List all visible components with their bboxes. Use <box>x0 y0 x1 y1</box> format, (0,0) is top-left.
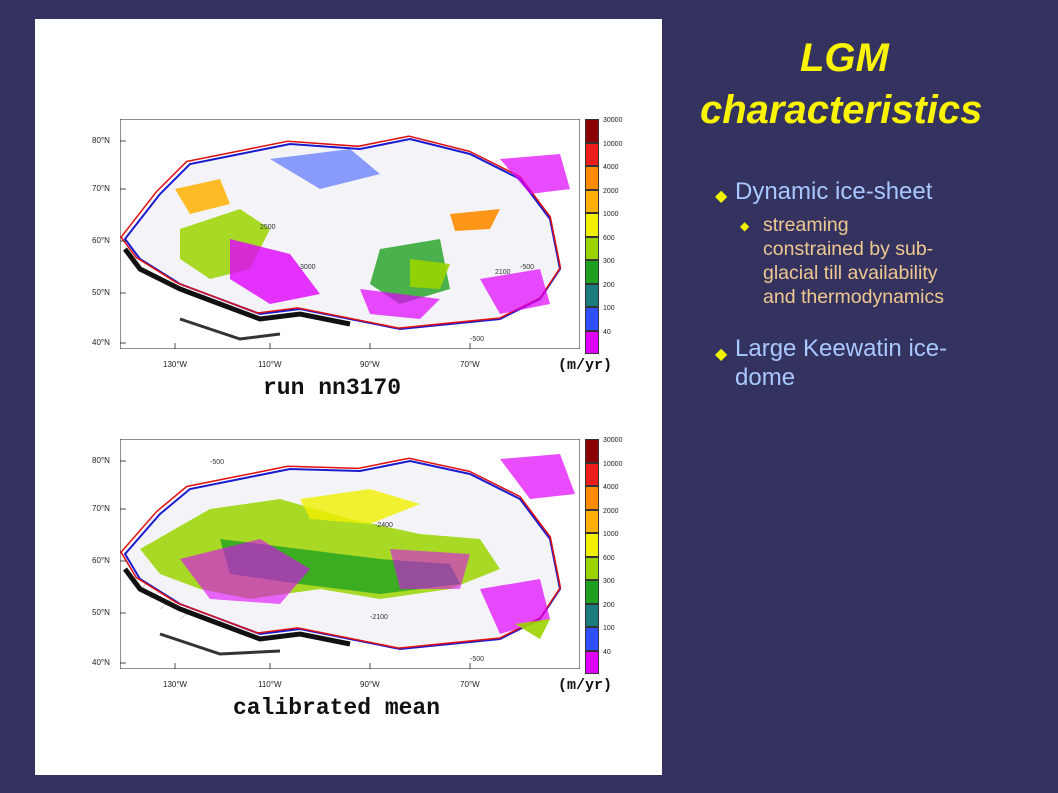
colorbar-swatch <box>585 509 599 533</box>
svg-text:2500: 2500 <box>260 224 276 231</box>
colorbar-label: 40 <box>603 649 611 656</box>
colorbar-label: 200 <box>603 282 615 289</box>
colorbar-label: 2000 <box>603 508 619 515</box>
diamond-bullet-icon: ◆ <box>740 219 750 233</box>
map-caption: calibrated mean <box>233 695 441 721</box>
colorbar-label: 2000 <box>603 188 619 195</box>
sub-bullet-line3: glacial till availability <box>763 262 938 284</box>
lon-label: 130°W <box>163 680 188 689</box>
colorbar-swatch <box>585 236 599 260</box>
colorbar-label: 600 <box>603 555 615 562</box>
sub-bullet-line2: constrained by sub- <box>763 238 934 260</box>
colorbar-swatch <box>585 260 599 284</box>
map-run-nn3170: 2500 3000 2100 -500 -500 <box>120 119 580 349</box>
diamond-bullet-icon: ◆ <box>715 346 728 363</box>
lat-label: 60°N <box>92 236 110 245</box>
colorbar-swatch <box>585 627 599 651</box>
colorbar <box>585 119 599 354</box>
lat-label: 70°N <box>92 504 110 513</box>
lat-label: 80°N <box>92 456 110 465</box>
colorbar-swatch <box>585 330 599 354</box>
sub-bullet-line4: and thermodynamics <box>763 286 945 308</box>
colorbar <box>585 439 599 674</box>
units-label: (m/yr) <box>558 677 613 694</box>
lat-label: 50°N <box>92 288 110 297</box>
slide-title-line1: LGM <box>800 36 889 80</box>
colorbar-label: 30000 <box>603 437 623 444</box>
svg-text:-500: -500 <box>470 656 484 663</box>
bullet-keewatin-line2: dome <box>735 364 796 391</box>
colorbar-label: 100 <box>603 305 615 312</box>
colorbar-swatch <box>585 439 599 463</box>
svg-text:-2400: -2400 <box>375 522 393 529</box>
colorbar-label: 1000 <box>603 531 619 538</box>
lat-label: 40°N <box>92 338 110 347</box>
colorbar-swatch <box>585 650 599 674</box>
diamond-bullet-icon: ◆ <box>715 188 728 205</box>
colorbar-swatch <box>585 486 599 510</box>
lat-label: 40°N <box>92 658 110 667</box>
lat-label: 70°N <box>92 184 110 193</box>
bullet-keewatin-line1: Large Keewatin ice- <box>735 335 948 362</box>
svg-text:-500: -500 <box>520 264 534 271</box>
colorbar-swatch <box>585 307 599 331</box>
svg-text:2100: 2100 <box>495 269 511 276</box>
lon-label: 90°W <box>360 680 380 689</box>
svg-text:3000: 3000 <box>300 264 316 271</box>
colorbar-swatch <box>585 603 599 627</box>
colorbar-label: 200 <box>603 602 615 609</box>
colorbar-label: 30000 <box>603 117 623 124</box>
colorbar-swatch <box>585 119 599 143</box>
figure-panel: 2500 3000 2100 -500 -500 80°N 70°N 60°N … <box>35 19 662 775</box>
colorbar-swatch <box>585 213 599 237</box>
slide-title-line2: characteristics <box>700 88 983 132</box>
colorbar-swatch <box>585 142 599 166</box>
map-calibrated-mean: -500 -2400 -2100 -500 <box>120 439 580 669</box>
lat-label: 60°N <box>92 556 110 565</box>
lon-label: 130°W <box>163 360 188 369</box>
sub-bullet-line1: streaming <box>763 214 849 236</box>
colorbar-label: 10000 <box>603 461 623 468</box>
lon-label: 110°W <box>258 360 282 369</box>
colorbar-label: 300 <box>603 578 615 585</box>
colorbar-swatch <box>585 556 599 580</box>
svg-text:-500: -500 <box>210 459 224 466</box>
colorbar-label: 10000 <box>603 141 623 148</box>
colorbar-label: 600 <box>603 235 615 242</box>
colorbar-label: 4000 <box>603 164 619 171</box>
colorbar-label: 100 <box>603 625 615 632</box>
lon-label: 90°W <box>360 360 380 369</box>
colorbar-swatch <box>585 580 599 604</box>
map-caption: run nn3170 <box>263 375 402 401</box>
lon-label: 70°W <box>460 360 480 369</box>
colorbar-label: 300 <box>603 258 615 265</box>
colorbar-swatch <box>585 189 599 213</box>
colorbar-swatch <box>585 166 599 190</box>
colorbar-label: 40 <box>603 329 611 336</box>
svg-text:-500: -500 <box>470 336 484 343</box>
colorbar-label: 1000 <box>603 211 619 218</box>
colorbar-swatch <box>585 283 599 307</box>
colorbar-label: 4000 <box>603 484 619 491</box>
bullet-dynamic-ice-sheet: Dynamic ice-sheet <box>735 178 933 205</box>
lat-label: 80°N <box>92 136 110 145</box>
lon-label: 110°W <box>258 680 282 689</box>
lon-label: 70°W <box>460 680 480 689</box>
units-label: (m/yr) <box>558 357 613 374</box>
colorbar-swatch <box>585 462 599 486</box>
svg-text:-2100: -2100 <box>370 614 388 621</box>
colorbar-swatch <box>585 533 599 557</box>
lat-label: 50°N <box>92 608 110 617</box>
